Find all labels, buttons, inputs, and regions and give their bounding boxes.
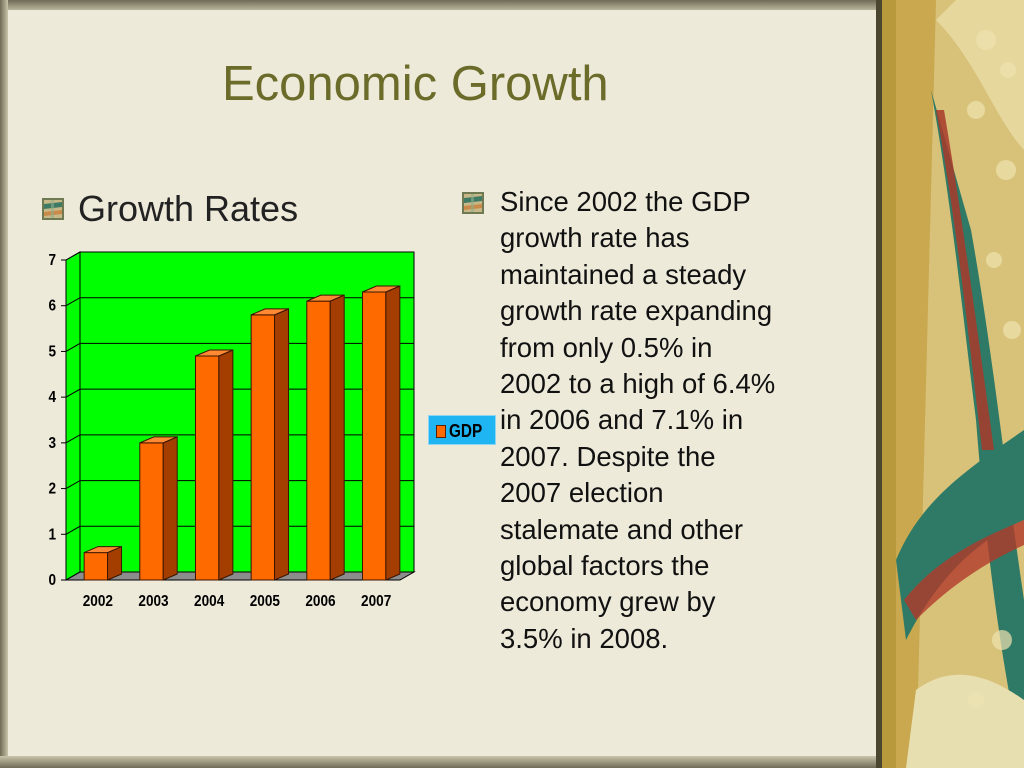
decorative-side-panel [876,0,1024,768]
gdp-description-text: Since 2002 the GDP growth rate has maint… [500,184,850,657]
text-line: growth rate has [500,222,690,254]
bar-front [361,291,387,581]
x-tick-label: 2007 [361,593,391,610]
bar-front [194,355,220,581]
bar-front [250,314,276,581]
plot-area-back-wall [79,251,415,573]
y-tick-label: 1 [48,526,56,543]
bar-top [250,308,289,316]
bar-top [362,285,401,293]
bar-side [218,349,234,581]
text-line: 2007. Despite the [500,440,716,472]
bar-side [274,308,290,581]
gridline [65,297,414,307]
gridline [65,434,414,444]
slide-title: Economic Growth [222,57,609,111]
text-line: 2002 to a high of 6.4% [500,368,776,400]
text-line: in 2006 and 7.1% in [500,404,744,436]
bar-top [83,546,122,554]
x-tick-label: 2002 [83,593,113,610]
x-tick-label: 2005 [250,593,280,610]
gridline [65,525,414,535]
legend-swatch [436,425,446,438]
growth-rates-heading: Growth Rates [78,188,299,229]
y-tick-label: 5 [48,343,56,360]
text-line: stalemate and other [500,513,744,545]
gridline [65,342,414,352]
bullet-icon [462,192,484,214]
y-tick-label: 4 [48,389,56,406]
x-tick-label: 2003 [138,593,168,610]
y-tick-label: 0 [48,572,56,589]
slide-frame-bottom [0,756,882,768]
bar-side [162,436,178,581]
legend-label-gdp: GDP [449,421,483,441]
gridline [65,571,414,581]
gridline [65,480,414,490]
y-tick-label: 6 [48,298,56,315]
text-line: from only 0.5% in [500,331,713,363]
text-line: 2007 election [500,477,664,509]
bar-front [83,552,109,581]
bar-top [139,436,178,444]
bar-top [306,294,345,302]
y-tick-label: 7 [48,252,56,269]
bullet-icon [42,198,64,220]
y-tick-label: 3 [48,435,56,452]
text-line: maintained a steady [500,258,747,290]
x-tick-label: 2004 [194,593,225,610]
text-line: economy grew by [500,586,716,618]
gridline [65,251,414,261]
text-line: Since 2002 the GDP [500,186,751,217]
bar-side [385,285,401,581]
text-line: global factors the [500,550,710,582]
chart-legend: GDP [428,415,496,445]
bar-top [195,349,234,357]
slide-frame-left [0,0,8,768]
bar-front [306,300,331,581]
text-line: 3.5% in 2008. [500,622,669,654]
slide-frame-top [0,0,882,10]
bar-front [139,442,164,581]
y-tick-label: 2 [48,481,56,498]
text-line: growth rate expanding [500,295,773,327]
gridline [65,388,414,398]
x-tick-label: 2006 [305,593,335,610]
bar-side [329,294,345,581]
gdp-bar-chart: 0 1 2 3 4 5 6 7 2002 2003 2004 2005 2006 2007 [48,251,416,610]
